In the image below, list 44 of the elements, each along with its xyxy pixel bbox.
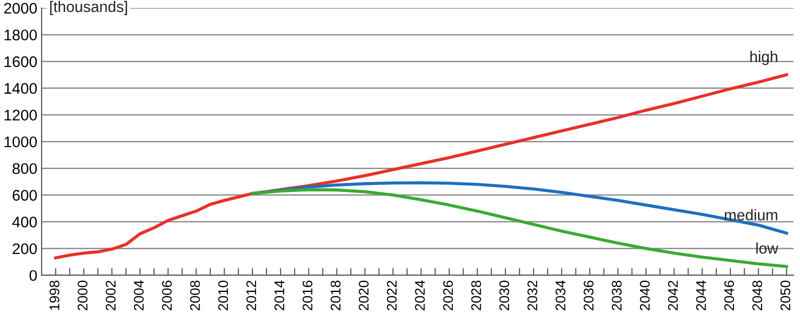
x-tick-label: 2012 (246, 280, 256, 310)
x-tick-label: 2018 (330, 280, 341, 310)
y-tick-label: 400 (12, 216, 37, 228)
y-tick-label: 1600 (4, 56, 37, 68)
x-tick-label: 2014 (274, 280, 284, 310)
series-label: low (756, 242, 778, 254)
x-tick-label: 2016 (302, 280, 312, 310)
x-tick-label: 2040 (640, 280, 650, 310)
x-tick-label: 2000 (78, 280, 88, 310)
x-tick-label: 2034 (556, 280, 566, 310)
line-series (54, 73, 788, 260)
y-tick-label: 200 (12, 243, 37, 254)
x-tick-label: 2046 (724, 280, 734, 310)
y-tick-label: 1400 (4, 83, 37, 94)
x-tick-label: 2038 (612, 280, 622, 310)
y-tick-label: 1200 (4, 110, 37, 121)
x-tick-label: 2004 (134, 280, 144, 310)
x-tick-label: 2024 (415, 280, 425, 310)
x-tick-label: 2050 (780, 280, 790, 310)
line-series (250, 188, 788, 268)
y-tick-label: 600 (12, 190, 37, 201)
x-tick-label: 2008 (190, 280, 200, 310)
x-tick-label: 2042 (668, 280, 678, 310)
x-tick-label: 2020 (358, 280, 369, 310)
x-tick-label: 2002 (106, 280, 116, 310)
x-tick-label: 2030 (499, 280, 510, 310)
y-axis-title: [thousands] (50, 0, 128, 16)
y-tick-label: 1000 (4, 136, 37, 148)
x-tick-label: 2032 (527, 280, 538, 310)
y-tick-label: 1800 (4, 30, 37, 40)
series-label: high (750, 50, 778, 66)
x-tick-label: 2048 (752, 280, 762, 310)
x-tick-label: 1998 (50, 280, 60, 310)
x-tick-label: 2006 (162, 280, 172, 310)
y-tick-label: 0 (30, 270, 37, 281)
y-tick-label: 2000 (4, 2, 37, 14)
x-tick-label: 2044 (696, 280, 706, 310)
x-tick-label: 2026 (443, 280, 453, 310)
x-tick-label: 2022 (386, 280, 397, 310)
series-label: medium (724, 209, 778, 220)
x-tick-label: 2010 (218, 280, 228, 310)
x-tick-label: 2036 (584, 280, 594, 310)
x-tick-label: 2028 (471, 280, 482, 310)
y-tick-label: 800 (12, 163, 37, 174)
